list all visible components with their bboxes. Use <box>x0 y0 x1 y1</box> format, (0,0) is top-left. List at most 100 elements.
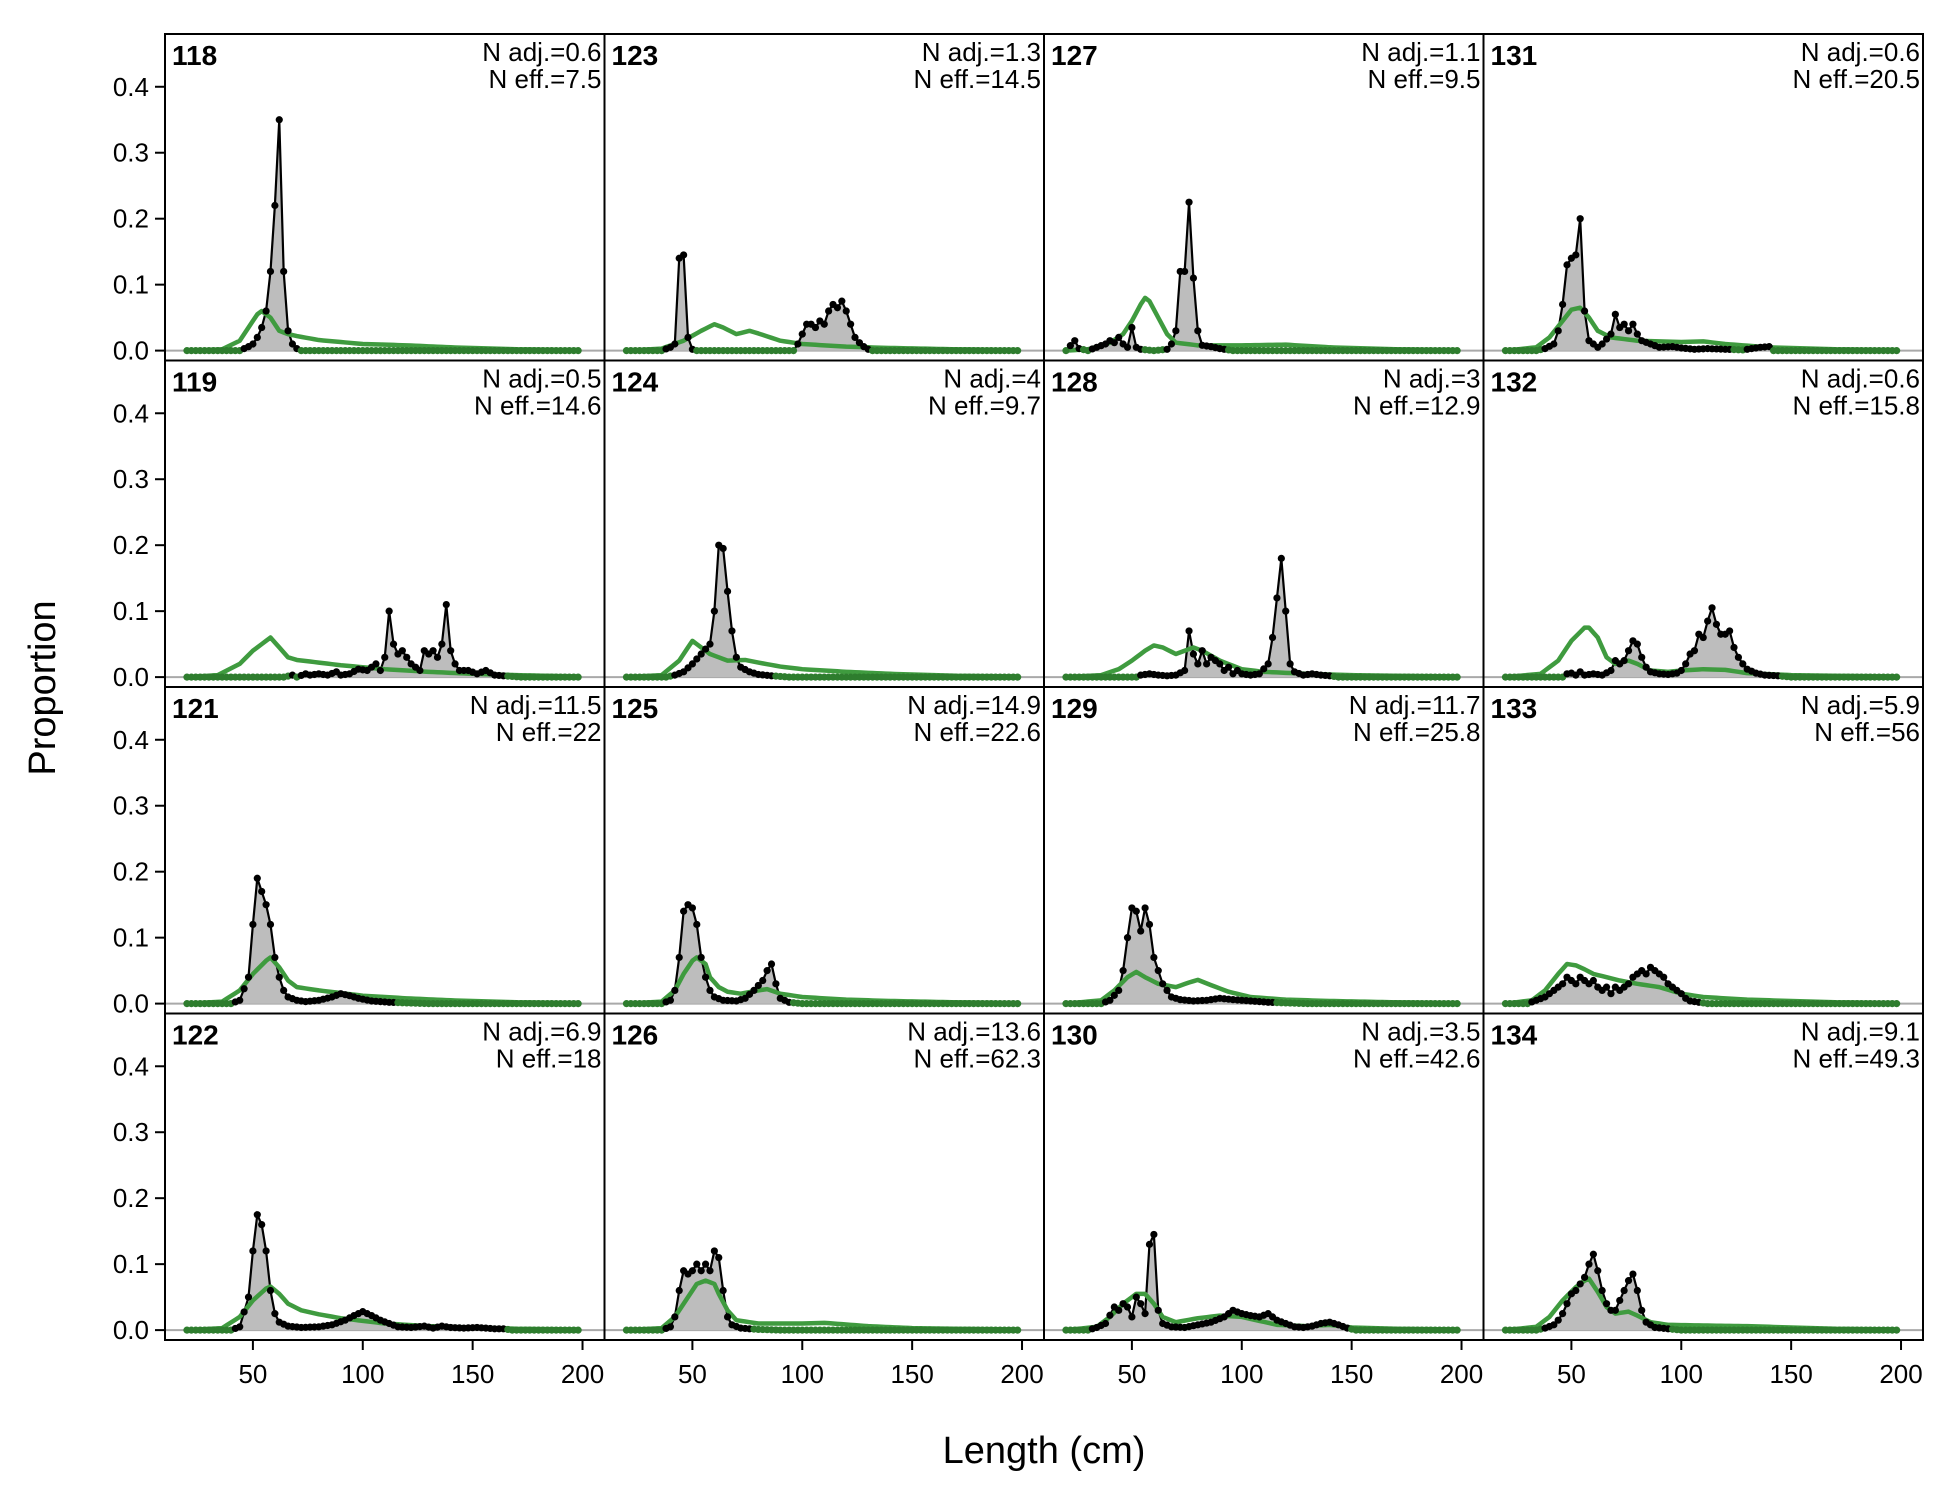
panel-plot-area <box>1044 198 1484 355</box>
y-tick-label: 0.2 <box>113 204 149 234</box>
observed-point <box>1128 1313 1136 1321</box>
panel-id-label: 125 <box>612 693 659 724</box>
observed-point <box>838 297 846 305</box>
observed-point <box>271 201 279 210</box>
observed-point <box>1141 1310 1149 1318</box>
n-adj-label: N adj.=0.6 <box>1801 364 1920 394</box>
observed-point <box>1589 1250 1597 1258</box>
n-eff-label: N eff.=18 <box>496 1044 602 1074</box>
y-tick-label: 0.4 <box>113 72 149 102</box>
observed-point <box>1132 1293 1140 1301</box>
panel-132: 132 N adj.=0.6N eff.=15.8 <box>1482 359 1924 688</box>
observed-point <box>433 653 442 661</box>
observed-point <box>1602 1300 1611 1308</box>
observed-fill <box>626 904 1018 1004</box>
n-eff-label: N eff.=9.7 <box>928 391 1041 421</box>
y-tick-label: 0.0 <box>113 336 149 366</box>
panel-129: 129 N adj.=11.7N eff.=25.8 <box>1043 686 1485 1015</box>
panel-plot-area <box>165 600 605 681</box>
n-eff-label: N eff.=56 <box>1814 717 1920 747</box>
panel-128: 128 N adj.=3N eff.=12.9 <box>1043 359 1485 688</box>
observed-point <box>1453 1000 1461 1008</box>
observed-point <box>1110 339 1118 347</box>
panel-id-label: 127 <box>1051 40 1098 71</box>
n-adj-label: N adj.=1.1 <box>1361 37 1480 67</box>
panel-id-label: 118 <box>172 40 217 71</box>
panel-id-label: 132 <box>1491 367 1538 398</box>
observed-point <box>1607 330 1615 338</box>
observed-point <box>1642 663 1650 671</box>
observed-point <box>1550 1321 1558 1329</box>
observed-point <box>1893 1000 1901 1008</box>
n-eff-label: N eff.=9.5 <box>1368 64 1481 94</box>
y-tick-label: 0.2 <box>113 857 149 887</box>
n-adj-label: N adj.=3 <box>1383 364 1481 394</box>
panel-118: 118 N adj.=0.6N eff.=7.5 <box>164 33 606 362</box>
panel-plot-area <box>165 1210 605 1334</box>
observed-point <box>280 267 288 276</box>
observed-point <box>1123 1303 1132 1311</box>
panel-id-label: 123 <box>612 40 659 71</box>
observed-point <box>389 640 398 648</box>
observed-point <box>1181 666 1189 675</box>
observed-point <box>574 1000 582 1008</box>
observed-point <box>1704 617 1712 625</box>
observed-point <box>1660 973 1668 981</box>
observed-point <box>398 647 406 655</box>
observed-point <box>1576 215 1584 223</box>
observed-point <box>671 340 679 348</box>
observed-point <box>1629 1270 1637 1278</box>
panel-plot-area <box>1483 961 1923 1008</box>
panel-id-label: 124 <box>612 367 659 398</box>
observed-point <box>1141 904 1149 912</box>
y-tick-label: 0.4 <box>113 1051 149 1081</box>
panel-134: 134 N adj.=9.1N eff.=49.3 <box>1482 1012 1924 1341</box>
y-tick-label: 0.2 <box>113 1183 149 1213</box>
observed-point <box>1629 320 1637 328</box>
observed-point <box>447 647 455 655</box>
observed-point <box>723 1313 732 1321</box>
observed-point <box>666 996 675 1004</box>
x-tick-label: 50 <box>1557 1359 1586 1389</box>
x-axis-title: Length (cm) <box>943 1430 1146 1472</box>
observed-point <box>271 1310 279 1318</box>
n-adj-label: N adj.=6.9 <box>482 1017 601 1047</box>
n-eff-label: N eff.=25.8 <box>1353 717 1480 747</box>
observed-point <box>1273 594 1281 602</box>
y-tick-label: 0.3 <box>113 1117 149 1147</box>
observed-point <box>1172 327 1180 335</box>
observed-point <box>1132 907 1140 915</box>
observed-point <box>1712 620 1721 628</box>
panel-plot-area <box>1483 1250 1923 1334</box>
observed-point <box>1642 970 1650 978</box>
y-tick-label: 0.1 <box>113 270 149 300</box>
observed-point <box>701 645 710 653</box>
x-tick-label: 50 <box>678 1359 707 1389</box>
observed-point <box>416 666 424 675</box>
observed-point <box>833 304 842 312</box>
observed-point <box>684 333 692 342</box>
observed-point <box>1163 345 1171 353</box>
observed-point <box>1730 643 1738 652</box>
observed-point <box>1154 1306 1162 1314</box>
observed-point <box>1150 953 1158 962</box>
observed-point <box>693 920 701 929</box>
observed-point <box>1580 307 1589 315</box>
observed-fill <box>626 1250 1018 1331</box>
observed-point <box>680 251 688 259</box>
observed-point <box>249 920 257 929</box>
observed-point <box>1189 274 1198 282</box>
observed-point <box>1550 340 1558 348</box>
observed-point <box>1585 1260 1593 1268</box>
observed-point <box>275 116 283 124</box>
observed-point <box>706 1267 714 1275</box>
x-tick-label: 50 <box>1117 1359 1146 1389</box>
observed-point <box>772 980 780 988</box>
observed-fill <box>1505 607 1897 678</box>
n-eff-label: N eff.=14.6 <box>474 391 601 421</box>
observed-point <box>1115 333 1123 342</box>
y-tick-label: 0.1 <box>113 1249 149 1279</box>
x-tick-label: 100 <box>1660 1359 1703 1389</box>
